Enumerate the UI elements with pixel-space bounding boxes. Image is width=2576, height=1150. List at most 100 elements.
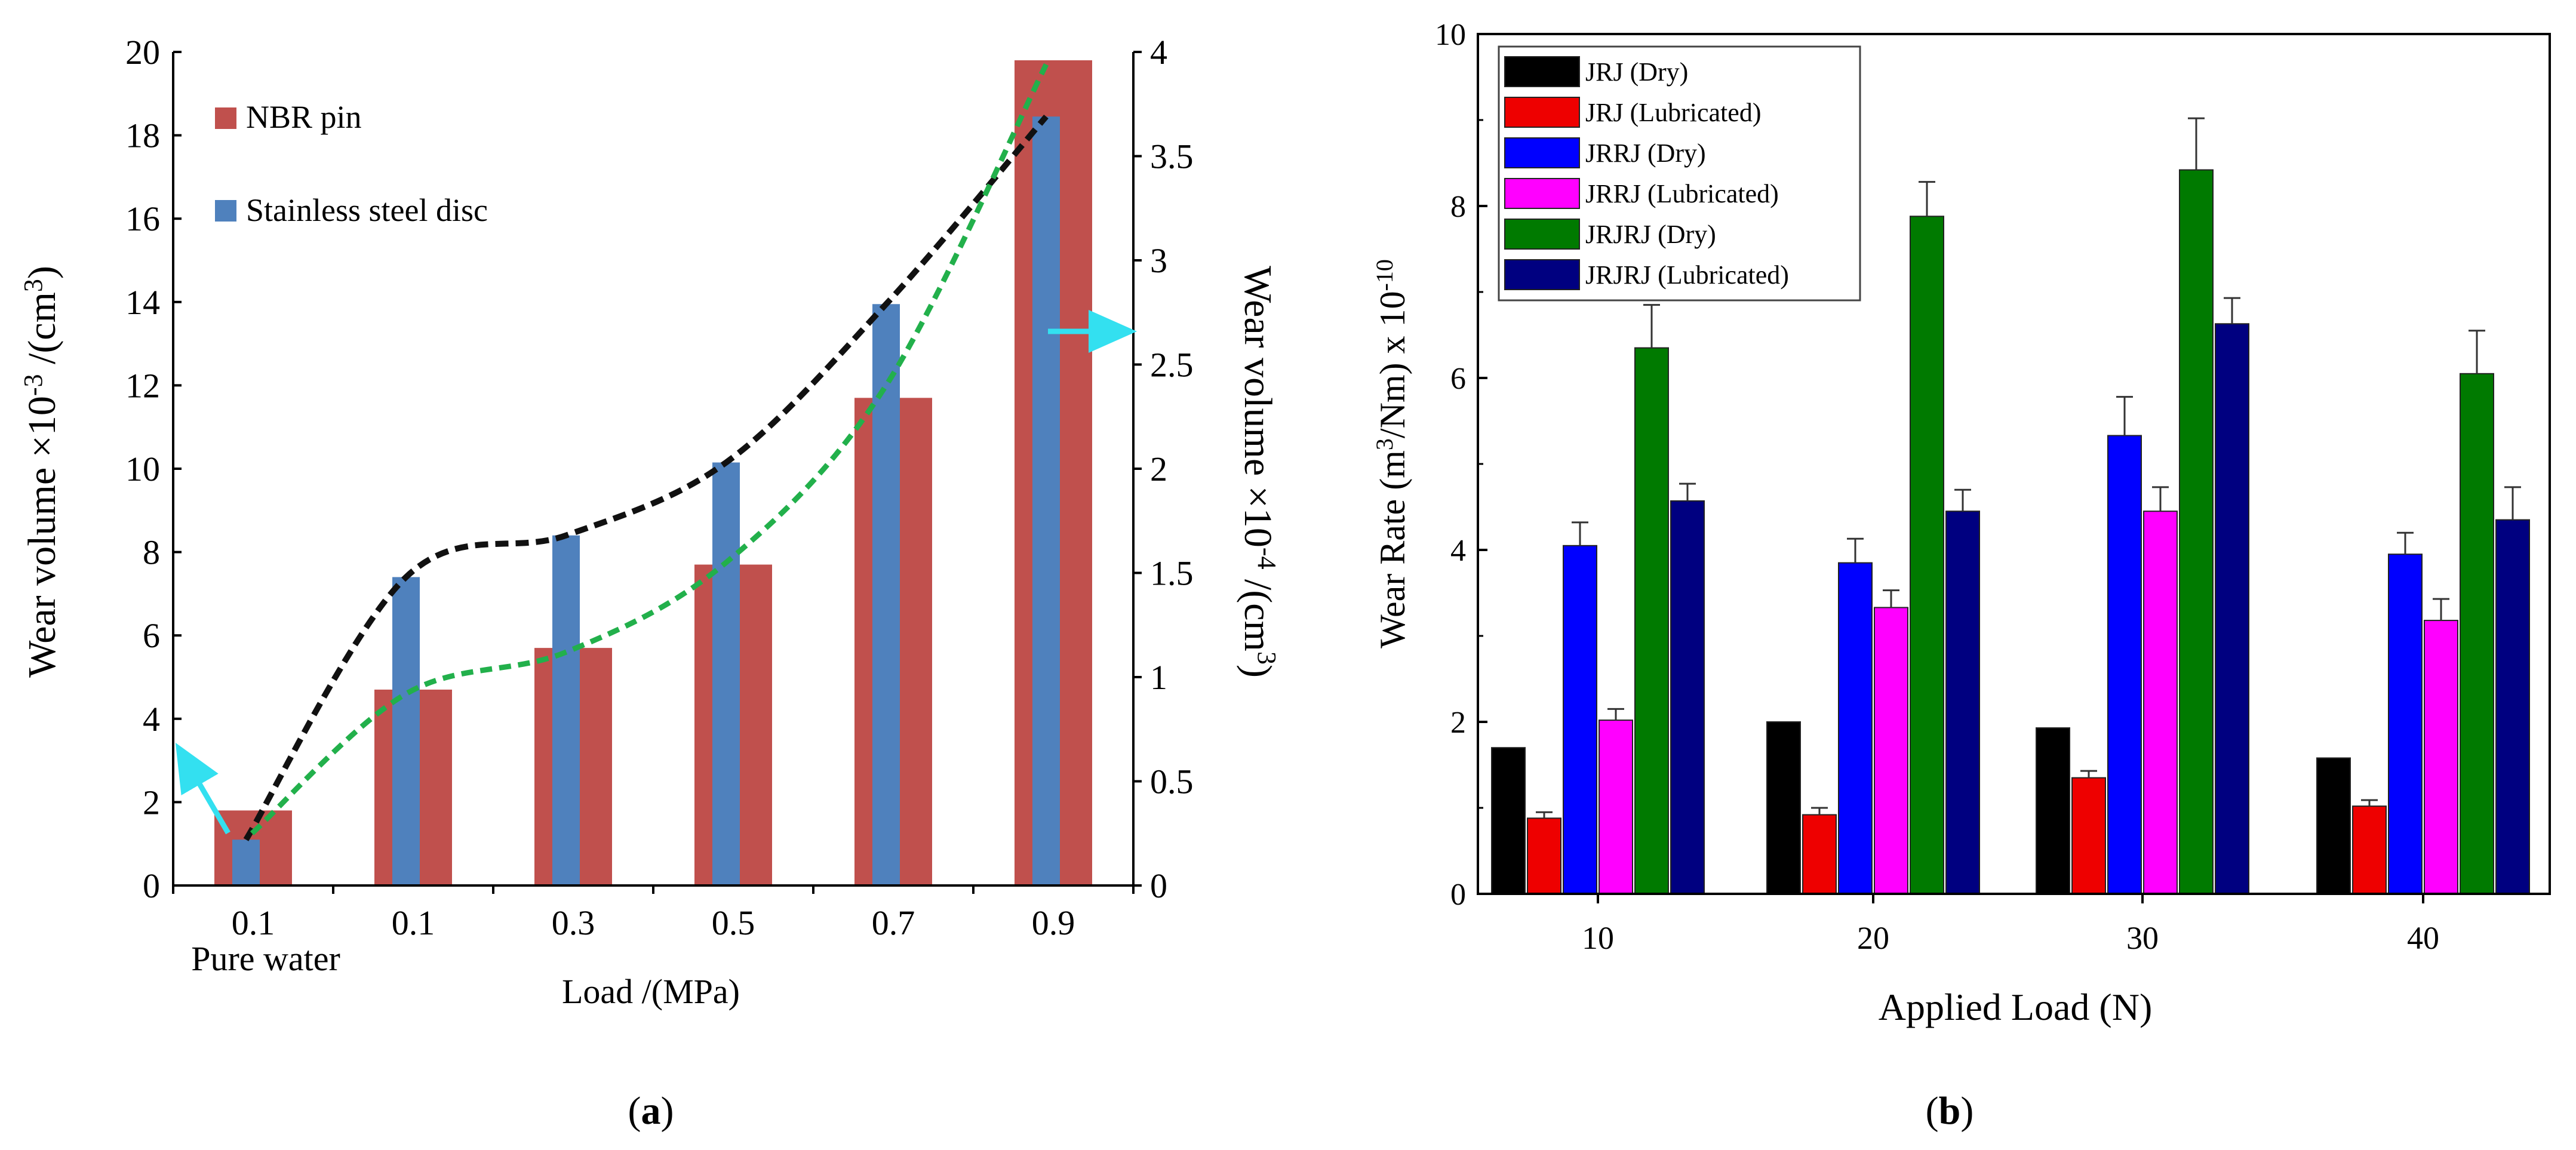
- chart-a-left-tick-label: 12: [125, 366, 160, 405]
- bar-jrrj-dry: [1838, 562, 1873, 894]
- chart-b-y-tick-label: 4: [1450, 534, 1466, 568]
- legend-label-jrjrj-dry: JRJRJ (Dry): [1585, 220, 1716, 249]
- chart-b-x-tick-label: 10: [1582, 920, 1614, 956]
- chart-b-y-axis-title: Wear Rate (m3/Nm) x 10-10: [1371, 259, 1412, 648]
- chart-a-x-tick-label: 0.7: [872, 903, 915, 942]
- chart-a-right-tick-label: 1: [1150, 658, 1167, 697]
- bar-stainless-steel-disc: [872, 304, 900, 885]
- chart-a-right-tick-label: 2.5: [1150, 346, 1194, 385]
- legend-label-stainless-steel-disc: Stainless steel disc: [246, 192, 488, 228]
- chart-b-y-tick-label: 0: [1450, 878, 1466, 912]
- chart-b-x-axis-title: Applied Load (N): [1879, 986, 2153, 1028]
- chart-a-right-tick-label: 0.5: [1150, 762, 1194, 801]
- bar-jrjrj-dry: [2179, 169, 2214, 894]
- chart-a-left-tick-label: 14: [125, 283, 160, 322]
- chart-a-category-sublabel: Pure water: [191, 939, 340, 978]
- bar-jrjrj-lubricated: [2215, 323, 2249, 894]
- bar-stainless-steel-disc: [1032, 116, 1060, 886]
- bar-jrj-lubricated: [2352, 805, 2387, 894]
- chart-b-y-tick-label: 6: [1450, 362, 1466, 396]
- chart-a-x-tick-label: 0.1: [392, 903, 435, 942]
- chart-b-x-tick-label: 40: [2407, 920, 2439, 956]
- chart-a-left-tick-label: 6: [143, 616, 160, 655]
- chart-a: 0 2 4 6 8 10 12 14 16 18 20 0 0.5 1 1.5 2 2.5 3 3.5 4 0.1 0.1…: [19, 33, 1281, 1133]
- bar-jrrj-lubricated: [2424, 620, 2458, 894]
- chart-a-left-tick-label: 16: [125, 199, 160, 238]
- chart-a-right-tick-label: 1.5: [1150, 554, 1194, 593]
- chart-a-trend-curves: [243, 63, 1049, 841]
- chart-a-y-axis-title-left: Wear volume ×10-3 /(cm3): [19, 266, 64, 678]
- bar-jrrj-lubricated: [1599, 719, 1633, 894]
- bar-jrrj-dry: [2107, 435, 2142, 894]
- bar-stainless-steel-disc: [552, 535, 580, 885]
- chart-a-axes: [172, 51, 1142, 894]
- panel-label-a: (a): [628, 1089, 674, 1133]
- chart-a-left-tick-label: 10: [125, 450, 160, 488]
- chart-a-bars: [214, 60, 1092, 886]
- chart-a-left-tick-label: 8: [143, 533, 160, 572]
- chart-a-x-tick-label: 0.9: [1032, 903, 1075, 942]
- chart-a-legend: NBR pin Stainless steel disc: [215, 99, 488, 228]
- chart-b-x-tick-label: 20: [1857, 920, 1889, 956]
- bar-jrj-lubricated: [1802, 814, 1837, 895]
- bar-stainless-steel-disc: [392, 577, 420, 885]
- legend-swatch-nbr-pin: [215, 107, 236, 129]
- chart-a-right-tick-label: 0: [1150, 866, 1167, 905]
- chart-b-bars: [1491, 117, 2530, 895]
- trend-curve-green: [250, 63, 1049, 836]
- chart-a-tick-labels: 0 2 4 6 8 10 12 14 16 18 20 0 0.5 1 1.5 2 2.5 3 3.5 4 0.1 0.1…: [125, 33, 1194, 942]
- chart-b-y-tick-label: 2: [1450, 706, 1466, 740]
- left-axis-pointer-arrow: [175, 742, 230, 835]
- chart-a-left-tick-label: 2: [143, 783, 160, 822]
- bar-jrj-dry: [2036, 727, 2070, 894]
- chart-a-x-tick-label: 0.3: [552, 903, 595, 942]
- chart-b-axes: [1477, 33, 2551, 903]
- bar-jrj-dry: [1766, 721, 1801, 894]
- bar-jrjrj-lubricated: [2495, 519, 2530, 894]
- chart-a-right-tick-label: 2: [1150, 450, 1167, 488]
- bar-jrj-lubricated: [2071, 777, 2106, 894]
- legend-label-jrjrj-lubricated: JRJRJ (Lubricated): [1585, 260, 1789, 290]
- chart-a-right-tick-label: 4: [1150, 33, 1167, 72]
- chart-b-y-tick-label: 10: [1435, 18, 1466, 52]
- legend-label-jrj-lubricated: JRJ (Lubricated): [1585, 98, 1761, 127]
- bar-jrjrj-dry: [1634, 347, 1669, 894]
- legend-swatch-stainless-steel-disc: [215, 200, 236, 222]
- chart-b: 0 2 4 6 8 10 10 20 30 40 JRJ (Dry) JRJ (Lubricated…: [1371, 18, 2551, 1133]
- chart-a-right-tick-label: 3.5: [1150, 137, 1194, 176]
- chart-b-y-tick-label: 8: [1450, 190, 1466, 224]
- chart-b-legend-frame: [1498, 45, 1861, 302]
- legend-swatch-jrrj-lubricated: [1504, 178, 1580, 209]
- bar-jrrj-lubricated: [1874, 607, 1908, 894]
- chart-a-x-tick-label: 0.5: [712, 903, 755, 942]
- legend-label-jrrj-dry: JRRJ (Dry): [1585, 139, 1706, 168]
- bar-jrj-dry: [2316, 757, 2351, 894]
- legend-swatch-jrj-lubricated: [1504, 97, 1580, 128]
- bar-jrjrj-dry: [2460, 373, 2494, 894]
- chart-a-y-axis-title-right: Wear volume ×10-4 /(cm3): [1236, 266, 1281, 678]
- bar-stainless-steel-disc: [232, 840, 260, 885]
- chart-a-left-tick-label: 0: [143, 866, 160, 905]
- chart-b-legend: JRJ (Dry) JRJ (Lubricated) JRRJ (Dry) JRRJ …: [1498, 45, 1861, 302]
- legend-label-jrj-dry: JRJ (Dry): [1585, 57, 1688, 87]
- legend-swatch-jrj-dry: [1504, 56, 1580, 87]
- legend-swatch-jrjrj-lubricated: [1504, 259, 1580, 290]
- legend-label-jrrj-lubricated: JRRJ (Lubricated): [1585, 179, 1779, 208]
- bar-jrjrj-lubricated: [1670, 500, 1705, 894]
- chart-b-tick-labels: 0 2 4 6 8 10 10 20 30 40: [1435, 18, 2439, 956]
- chart-a-right-tick-label: 3: [1150, 241, 1167, 280]
- legend-swatch-jrjrj-dry: [1504, 219, 1580, 250]
- bar-jrrj-dry: [1563, 545, 1597, 894]
- panel-label-b: (b): [1926, 1089, 1974, 1133]
- bar-jrrj-lubricated: [2143, 511, 2178, 894]
- bar-jrrj-dry: [2388, 554, 2423, 894]
- trend-curve-black: [243, 114, 1049, 841]
- legend-label-nbr-pin: NBR pin: [246, 99, 362, 135]
- chart-a-x-axis-title: Load /(MPa): [562, 972, 740, 1011]
- bar-jrjrj-dry: [1910, 216, 1944, 894]
- chart-a-x-tick-label: 0.1: [232, 903, 275, 942]
- chart-a-left-tick-label: 18: [125, 116, 160, 155]
- legend-swatch-jrrj-dry: [1504, 137, 1580, 168]
- bar-jrj-dry: [1491, 747, 1526, 894]
